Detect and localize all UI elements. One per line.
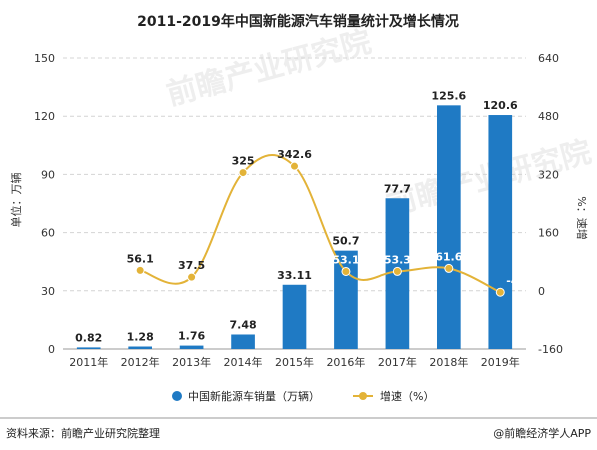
right-tick-label: 320 <box>538 168 559 181</box>
legend-bar-label: 中国新能源车销量（万辆） <box>188 389 320 403</box>
watermark: 前瞻产业研究院 前瞻产业研究院 <box>163 25 595 223</box>
line-point <box>238 168 248 178</box>
line-point <box>341 266 351 276</box>
line-path <box>139 153 501 294</box>
right-axis-label: %：速增 <box>575 196 589 239</box>
x-tick-label: 2015年 <box>275 355 314 369</box>
bar-series <box>76 105 513 349</box>
left-tick-label: 60 <box>41 227 55 240</box>
legend-line-marker <box>359 392 367 400</box>
x-tick-label: 2018年 <box>429 355 468 369</box>
x-axis-ticks: 2011年 2012年 2013年 2014年 2015年 2016年 2017年 2018年… <box>69 355 520 369</box>
bar <box>179 345 204 349</box>
legend-bar-marker <box>172 391 182 401</box>
left-tick-label: 150 <box>34 52 55 65</box>
bar <box>231 334 255 349</box>
line-value-label: 53.1 <box>332 253 359 266</box>
bar-value-label: 7.48 <box>229 318 256 331</box>
legend-line-label: 增速（%） <box>380 389 434 403</box>
line-value-label: 61.6 <box>435 250 462 263</box>
right-tick-label: -160 <box>538 343 563 356</box>
line-point <box>495 287 505 297</box>
line-point <box>187 272 197 282</box>
right-tick-label: 640 <box>538 52 559 65</box>
footer-brand: @前瞻经济学人APP <box>493 426 591 440</box>
line-point <box>444 263 454 273</box>
x-tick-label: 2019年 <box>481 355 520 369</box>
bar-value-label: 0.82 <box>75 331 102 344</box>
left-tick-label: 0 <box>48 343 55 356</box>
line-value-label: 325 <box>232 155 255 168</box>
x-tick-label: 2014年 <box>224 355 263 369</box>
footer-source: 资料来源：前瞻产业研究院整理 <box>6 426 160 440</box>
line-point <box>392 266 402 276</box>
bar-value-label: 120.6 <box>483 99 518 112</box>
bar-value-label: 77.7 <box>384 182 411 195</box>
right-tick-label: 480 <box>538 110 559 123</box>
x-tick-label: 2012年 <box>121 355 160 369</box>
chart-title: 2011-2019年中国新能源汽车销量统计及增长情况 <box>137 13 459 30</box>
left-axis-ticks: 0 30 60 90 120 150 <box>34 52 55 356</box>
left-tick-label: 120 <box>34 110 55 123</box>
data-labels: 0.82 1.28 1.76 7.48 33.11 50.7 77.7 125.6 120.6 5… <box>75 89 519 344</box>
bar <box>128 346 152 349</box>
line-value-label: -4 <box>506 274 519 287</box>
bar-value-label: 1.76 <box>178 330 205 343</box>
line-value-label: 342.6 <box>277 148 312 161</box>
x-tick-label: 2016年 <box>326 355 365 369</box>
bar <box>437 105 461 349</box>
bar <box>76 347 101 349</box>
legend-item-line: 增速（%） <box>353 389 434 403</box>
x-tick-label: 2017年 <box>378 355 417 369</box>
line-series <box>135 153 505 297</box>
bar-value-label: 125.6 <box>431 89 466 102</box>
bar-value-label: 33.11 <box>277 269 312 282</box>
watermark-text: 前瞻产业研究院 <box>163 25 375 113</box>
x-tick-label: 2011年 <box>69 355 108 369</box>
bar-value-label: 1.28 <box>127 331 154 344</box>
right-tick-label: 160 <box>538 227 559 240</box>
bar <box>488 115 513 349</box>
line-value-label: 37.5 <box>178 259 205 272</box>
line-value-label: 56.1 <box>127 252 154 265</box>
right-tick-label: 0 <box>538 285 545 298</box>
legend: 中国新能源车销量（万辆） 增速（%） <box>172 389 434 403</box>
legend-item-bar: 中国新能源车销量（万辆） <box>172 389 320 403</box>
left-axis-label: 单位：万辆 <box>9 173 23 228</box>
line-value-label: 53.3 <box>384 253 411 266</box>
right-axis-ticks: -160 0 160 320 480 640 <box>538 52 563 356</box>
bar-value-label: 50.7 <box>332 235 359 248</box>
left-tick-label: 30 <box>41 285 55 298</box>
left-tick-label: 90 <box>41 168 55 181</box>
line-point <box>290 161 299 171</box>
bar <box>282 284 307 349</box>
line-point <box>135 265 145 275</box>
x-tick-label: 2013年 <box>172 355 211 369</box>
